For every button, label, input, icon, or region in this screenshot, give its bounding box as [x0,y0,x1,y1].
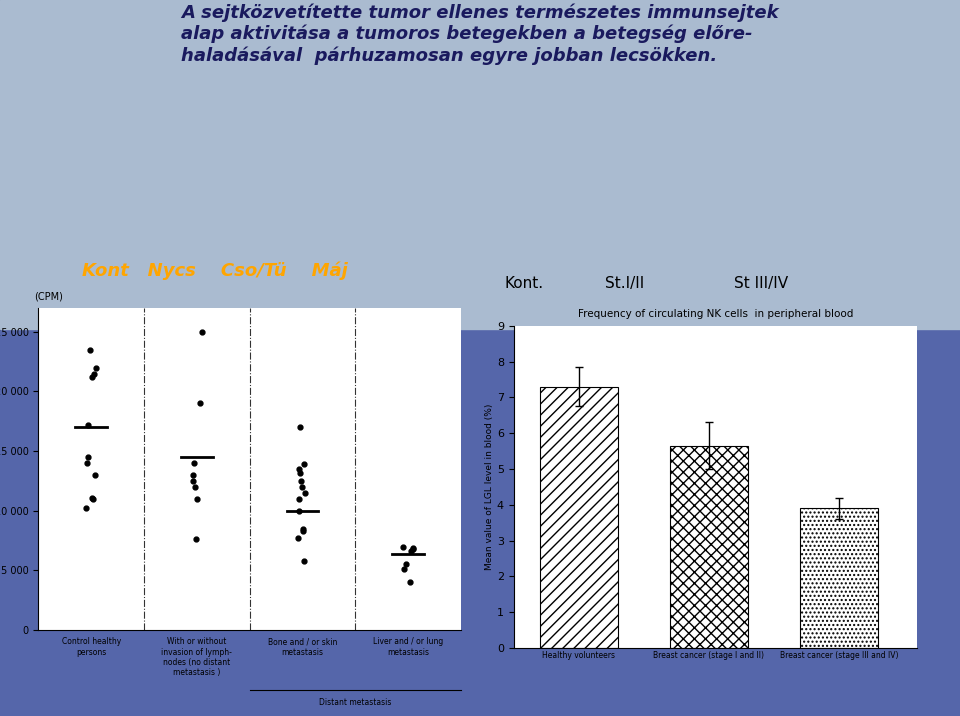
Text: With or without
invasion of lymph-
nodes (no distant
metastasis ): With or without invasion of lymph- nodes… [161,637,232,677]
Text: (CPM): (CPM) [35,291,63,301]
Text: Bone and / or skin
metastasis: Bone and / or skin metastasis [268,637,337,657]
Text: Kont.: Kont. [504,276,543,291]
Bar [0,0,960,329]
Bar [540,387,617,648]
Text: Control healthy
persons: Control healthy persons [61,637,121,657]
Text: St III/IV: St III/IV [734,276,788,291]
Title: Frequency of circulating NK cells  in peripheral blood: Frequency of circulating NK cells in per… [578,309,852,319]
Text: Liver and / or lung
metastasis: Liver and / or lung metastasis [372,637,444,657]
Y-axis label: Mean value of LGL level in blood (%): Mean value of LGL level in blood (%) [485,404,494,570]
Bar [670,445,748,648]
Text: St.I/II: St.I/II [605,276,644,291]
Text: Kont   Nycs    Cso/Tü    Máj: Kont Nycs Cso/Tü Máj [82,261,348,280]
Bar [800,508,877,648]
Text: Distant metastasis: Distant metastasis [319,698,392,707]
Text: A sejtközvetítette tumor ellenes természetes immunsejtek
alap aktivitása a tumor: A sejtközvetítette tumor ellenes termész… [181,4,779,65]
